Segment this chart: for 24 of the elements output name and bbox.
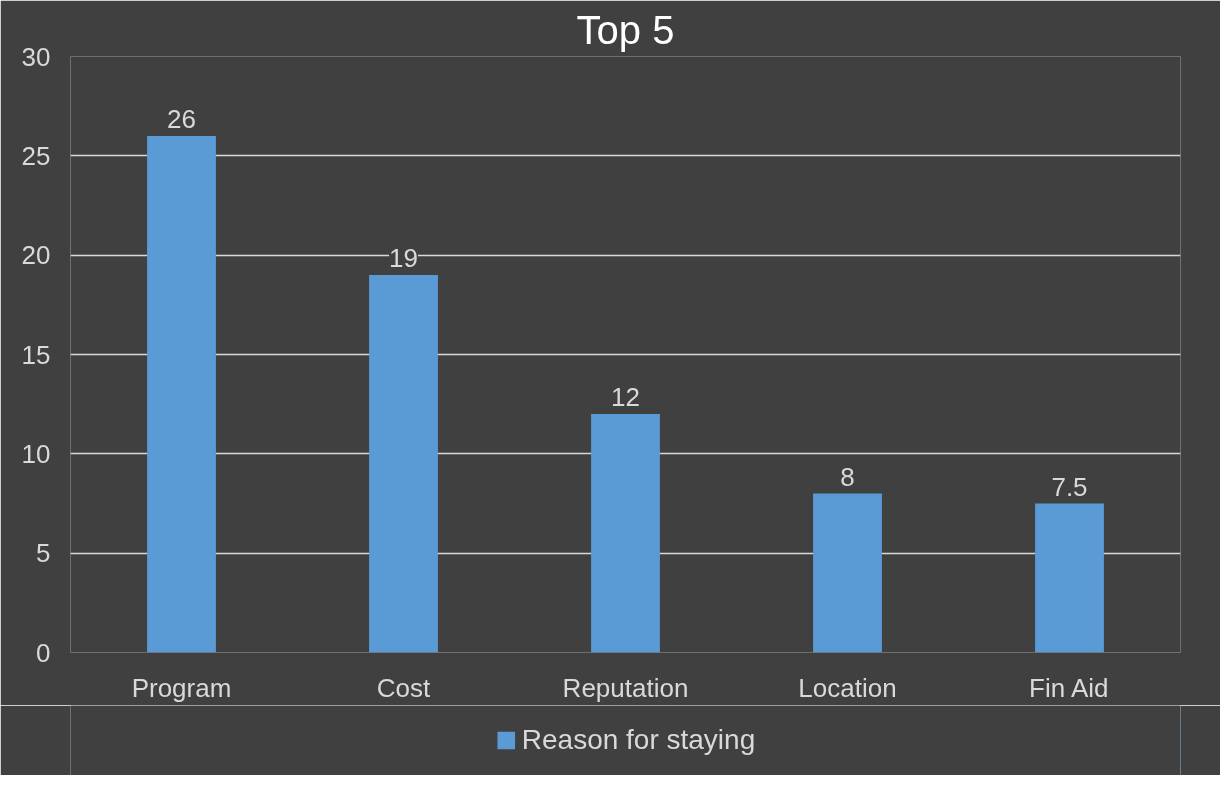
x-tick-label: Program xyxy=(131,672,232,703)
x-tick-label: Reputation xyxy=(562,672,689,703)
bar xyxy=(591,414,660,653)
data-label: 8 xyxy=(840,461,855,492)
y-tick-label: 30 xyxy=(21,41,51,72)
data-label: 7.5 xyxy=(1051,471,1088,502)
y-tick-label: 0 xyxy=(36,637,51,668)
y-tick-label: 15 xyxy=(21,339,51,370)
x-tick-label: Location xyxy=(798,672,897,703)
y-tick-label: 10 xyxy=(21,438,51,469)
y-tick-label: 20 xyxy=(21,240,51,271)
x-tick-label: Cost xyxy=(376,672,432,703)
y-tick-label: 5 xyxy=(36,538,51,569)
bar xyxy=(369,275,438,653)
bar xyxy=(147,135,216,653)
x-tick-label: Fin Aid xyxy=(1029,672,1109,703)
bar xyxy=(813,493,882,653)
legend-label: Reason for staying xyxy=(521,724,756,756)
y-tick-label: 25 xyxy=(21,140,51,171)
data-label: 19 xyxy=(389,243,418,274)
data-label: 26 xyxy=(167,103,196,134)
bar xyxy=(1035,503,1104,653)
chart-title: Top 5 xyxy=(576,7,675,52)
data-label: 12 xyxy=(611,382,640,413)
